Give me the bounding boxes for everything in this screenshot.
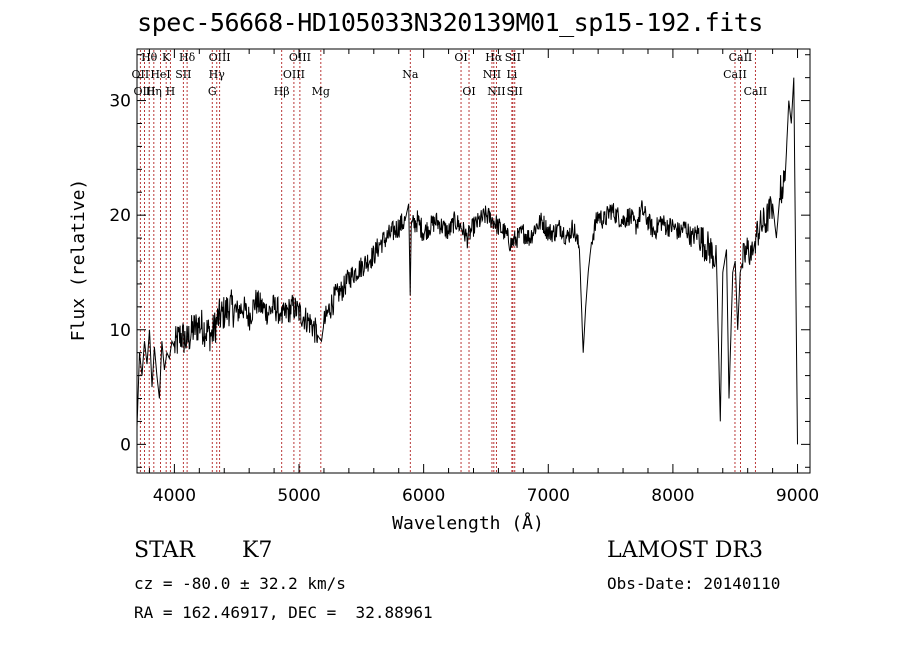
y-axis-label: Flux (relative) <box>68 179 89 342</box>
line-label: Hθ <box>141 51 158 64</box>
line-label: SII <box>507 85 523 98</box>
plot-title: spec-56668-HD105033N320139M01_sp15-192.f… <box>137 8 763 37</box>
line-label: SII <box>175 68 191 81</box>
survey-name: LAMOST DR3 <box>607 538 763 563</box>
line-label: NII <box>483 68 501 81</box>
line-label: Li <box>506 68 517 81</box>
obs-date-text: Obs-Date: 20140110 <box>607 574 781 593</box>
y-tick-label: 30 <box>109 92 131 112</box>
spectrum-line <box>136 77 798 445</box>
x-tick-label: 5000 <box>277 486 320 506</box>
line-label: SII <box>505 51 521 64</box>
object-subclass: K7 <box>242 538 273 563</box>
line-markers <box>139 50 756 472</box>
x-tick-label: 7000 <box>527 486 570 506</box>
line-label: OIII <box>283 68 305 81</box>
plot-frame <box>136 48 811 474</box>
axis-ticks: 4000 5000 6000 7000 8000 9000 0 10 20 30 <box>109 49 819 506</box>
object-class: STAR <box>134 538 195 563</box>
x-tick-label: 6000 <box>402 486 445 506</box>
line-label: Hδ <box>179 51 196 64</box>
coords-text: RA = 162.46917, DEC = 32.88961 <box>134 603 433 622</box>
line-label: OII <box>132 68 150 81</box>
line-label: OI <box>454 51 467 64</box>
x-tick-label: 4000 <box>153 486 196 506</box>
line-label: HeI <box>150 68 170 81</box>
line-label: Hβ <box>274 85 290 98</box>
line-label: CaII <box>729 51 753 64</box>
line-label: OIII <box>133 85 155 98</box>
line-label: CaII <box>723 68 747 81</box>
line-label: Hγ <box>209 68 226 81</box>
line-label: H <box>166 85 176 98</box>
line-label: NII <box>487 85 505 98</box>
line-label: G <box>208 85 217 98</box>
line-label: CaII <box>744 85 768 98</box>
line-label: Na <box>402 68 419 81</box>
x-axis-label: Wavelength (Å) <box>392 512 544 534</box>
y-tick-label: 20 <box>109 206 131 226</box>
line-label: OI <box>462 85 475 98</box>
redshift-text: cz = -80.0 ± 32.2 km/s <box>134 574 346 593</box>
line-label: Mg <box>312 85 330 98</box>
line-label: OIII <box>209 51 231 64</box>
line-label: Hα <box>485 51 503 64</box>
line-label: Hη <box>146 85 162 98</box>
line-label: OIII <box>289 51 311 64</box>
y-tick-label: 10 <box>109 321 131 341</box>
line-label: K <box>162 51 171 64</box>
x-tick-label: 8000 <box>651 486 694 506</box>
y-tick-label: 0 <box>120 435 131 455</box>
x-tick-label: 9000 <box>776 486 819 506</box>
